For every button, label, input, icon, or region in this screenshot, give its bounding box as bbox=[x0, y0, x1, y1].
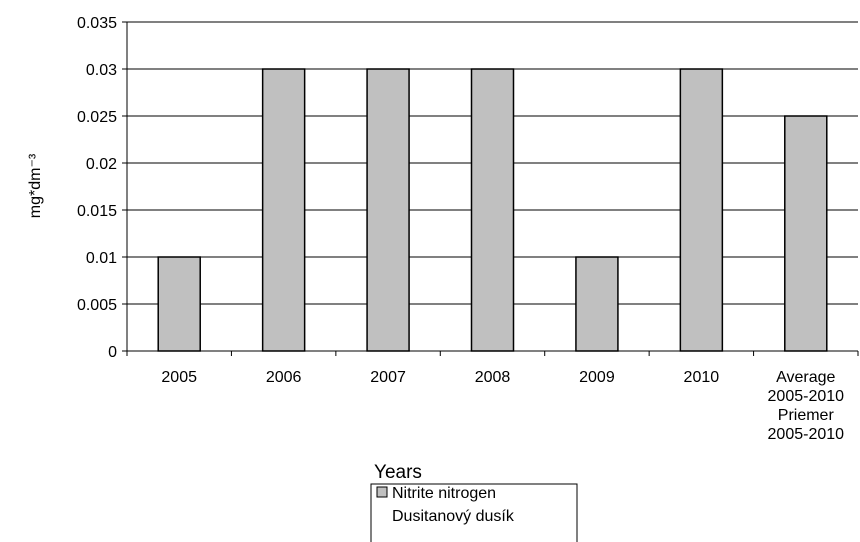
x-tick-label: 2007 bbox=[370, 369, 406, 386]
x-tick-label: Average 2005-2010 Priemer 2005-2010 bbox=[768, 369, 845, 443]
y-tick-label: 0.01 bbox=[86, 250, 117, 267]
y-tick-label: 0 bbox=[108, 344, 117, 361]
bar bbox=[366, 68, 410, 352]
bar bbox=[470, 68, 515, 352]
x-tick-label: 2009 bbox=[579, 369, 615, 386]
y-axis-label: mg*dm⁻³ bbox=[27, 153, 44, 218]
x-tick-label: 2005 bbox=[161, 369, 197, 386]
legend-swatch bbox=[376, 486, 388, 498]
bar bbox=[575, 256, 619, 352]
y-tick-label: 0.035 bbox=[77, 15, 117, 32]
x-tick-label: 2010 bbox=[684, 369, 720, 386]
legend-box bbox=[370, 483, 578, 542]
bar bbox=[261, 68, 306, 352]
legend-label: Nitrite nitrogen Dusitanový dusík bbox=[392, 485, 515, 525]
y-tick-label: 0.025 bbox=[77, 109, 117, 126]
y-tick-label: 0.02 bbox=[86, 156, 117, 173]
x-tick-label: 2006 bbox=[266, 369, 302, 386]
bar bbox=[784, 115, 828, 352]
bar bbox=[157, 256, 201, 352]
x-tick-label: 2008 bbox=[475, 369, 511, 386]
y-tick-label: 0.03 bbox=[86, 62, 117, 79]
y-tick-label: 0.015 bbox=[77, 203, 117, 220]
y-tick-label: 0.005 bbox=[77, 297, 117, 314]
bar bbox=[679, 68, 724, 352]
